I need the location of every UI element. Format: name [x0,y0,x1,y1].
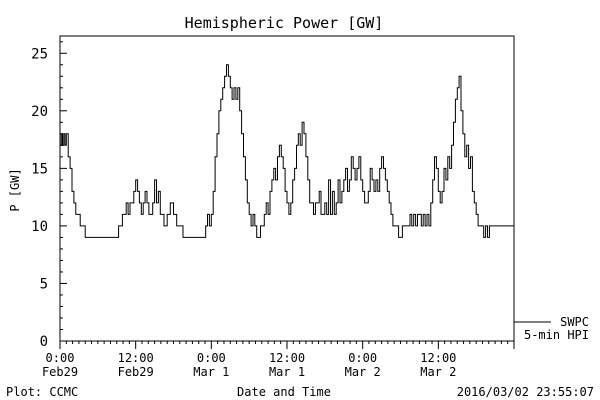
x-tick-label-time: 0:00 [197,351,226,365]
y-tick-label: 25 [31,46,48,62]
legend-label-5min-hpi: 5-min HPI [524,328,589,342]
x-tick-label-date: Mar 2 [345,365,381,379]
x-tick-label-date: Feb29 [118,365,154,379]
plot-credit: Plot: CCMC [6,385,78,399]
y-tick-label: 10 [31,219,48,235]
y-axis-label: P [GW] [8,168,22,211]
y-tick-label: 5 [40,276,48,292]
x-tick-label-time: 12:00 [420,351,456,365]
chart-title: Hemispheric Power [GW] [185,14,384,32]
y-tick-label: 15 [31,161,48,177]
axis-ticks [59,41,515,349]
y-tick-label: 0 [40,334,48,350]
series-line-5min-hpi [60,64,514,238]
plot-area-frame [59,35,515,342]
x-tick-label-time: 12:00 [118,351,154,365]
legend-label-swpc: SWPC [560,315,589,329]
y-tick-labels: 0 5 10 15 20 25 [31,46,48,350]
x-tick-label-time: 12:00 [269,351,305,365]
x-tick-label-time: 0:00 [46,351,75,365]
plot-timestamp: 2016/03/02 23:55:07 [457,385,594,399]
x-tick-label-time: 0:00 [348,351,377,365]
y-tick-label: 20 [31,104,48,120]
x-tick-label-date: Mar 1 [193,365,229,379]
x-tick-label-date: Feb29 [42,365,78,379]
x-axis-label: Date and Time [237,385,331,399]
x-tick-label-date: Mar 2 [420,365,456,379]
legend: SWPC 5-min HPI [514,315,589,342]
x-tick-label-date: Mar 1 [269,365,305,379]
